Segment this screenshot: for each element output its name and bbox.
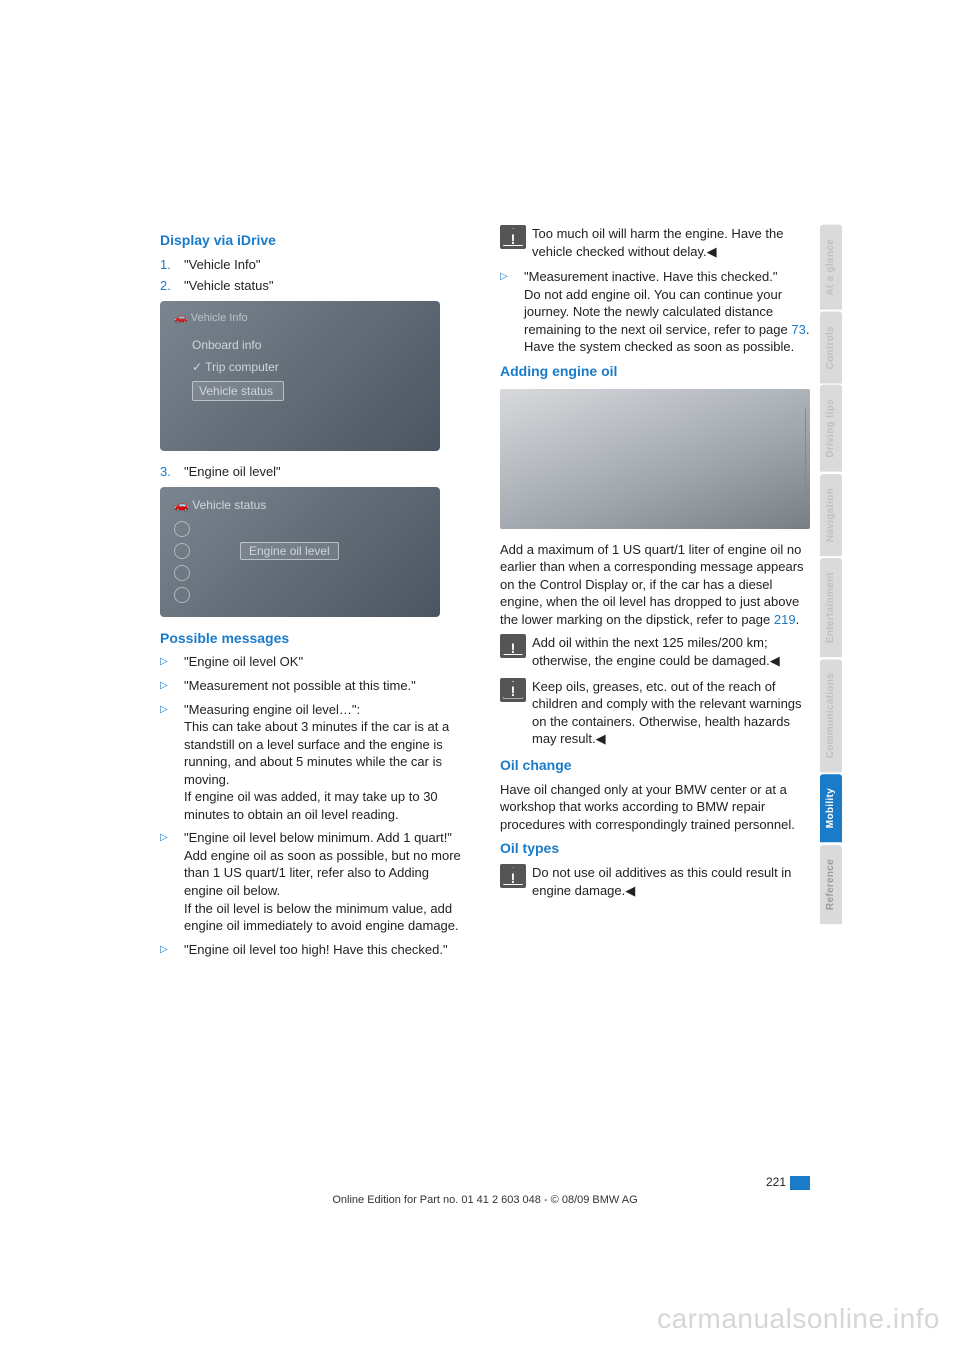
bullet-icon: ▷ bbox=[160, 653, 184, 671]
list-item: ▷ "Measuring engine oil level…": This ca… bbox=[160, 701, 470, 824]
list-body: "Measurement inactive. Have this checked… bbox=[524, 268, 810, 356]
screenshot-row-selected: Vehicle status bbox=[174, 378, 426, 404]
page-link-73[interactable]: 73 bbox=[791, 322, 805, 337]
screenshot-title: 🚗 Vehicle status bbox=[174, 497, 426, 513]
tab-communications[interactable]: Communications bbox=[820, 659, 842, 772]
oil-change-paragraph: Have oil changed only at your BMW center… bbox=[500, 781, 810, 834]
warning-text: Add oil within the next 125 miles/200 km… bbox=[532, 634, 810, 669]
step-text: "Engine oil level" bbox=[184, 463, 281, 481]
screenshot-selected-label: Engine oil level bbox=[240, 543, 339, 559]
step-number: 2. bbox=[160, 277, 184, 295]
msg-line: If the oil level is below the minimum va… bbox=[184, 900, 470, 935]
right-column: ! Too much oil will harm the engine. Hav… bbox=[500, 225, 810, 964]
step-2: 2. "Vehicle status" bbox=[160, 277, 470, 295]
bullet-icon: ▷ bbox=[160, 701, 184, 824]
warning-box: ! Add oil within the next 125 miles/200 … bbox=[500, 634, 810, 669]
warning-box: ! Do not use oil additives as this could… bbox=[500, 864, 810, 899]
warning-text: Too much oil will harm the engine. Have … bbox=[532, 225, 810, 260]
heading-display-idrive: Display via iDrive bbox=[160, 231, 470, 250]
step-1: 1. "Vehicle Info" bbox=[160, 256, 470, 274]
screenshot-side-icons bbox=[174, 521, 190, 603]
bullet-icon: ▷ bbox=[160, 941, 184, 959]
warning-icon: ! bbox=[500, 864, 526, 888]
msg-line: This can take about 3 minutes if the car… bbox=[184, 718, 470, 788]
tab-reference[interactable]: Reference bbox=[820, 845, 842, 924]
list-item: ▷ "Engine oil level OK" bbox=[160, 653, 470, 671]
msg-line: "Engine oil level below minimum. Add 1 q… bbox=[184, 829, 470, 847]
page-number: 221 bbox=[766, 1174, 810, 1190]
msg-line: Add engine oil as soon as possible, but … bbox=[184, 847, 470, 900]
msg-line: If engine oil was added, it may take up … bbox=[184, 788, 470, 823]
step-text: "Vehicle status" bbox=[184, 277, 273, 295]
bullet-icon: ▷ bbox=[160, 677, 184, 695]
warning-text: Do not use oil additives as this could r… bbox=[532, 864, 810, 899]
tab-controls[interactable]: Controls bbox=[820, 312, 842, 384]
list-item: ▷ "Measurement inactive. Have this check… bbox=[500, 268, 810, 356]
list-body: "Engine oil level below minimum. Add 1 q… bbox=[184, 829, 470, 934]
step-3: 3. "Engine oil level" bbox=[160, 463, 470, 481]
footer-text: Online Edition for Part no. 01 41 2 603 … bbox=[160, 1193, 810, 1208]
bullet-icon: ▷ bbox=[500, 268, 524, 356]
screenshot-title: 🚗 Vehicle Info bbox=[174, 311, 426, 326]
heading-possible-messages: Possible messages bbox=[160, 629, 470, 648]
list-item: ▷ "Measurement not possible at this time… bbox=[160, 677, 470, 695]
heading-oil-types: Oil types bbox=[500, 839, 810, 858]
list-body: "Measurement not possible at this time." bbox=[184, 677, 470, 695]
idrive-screenshot-vehicle-status: 🚗 Vehicle status Engine oil level bbox=[160, 487, 440, 617]
warning-box: ! Keep oils, greases, etc. out of the re… bbox=[500, 678, 810, 748]
watermark: carmanualsonline.info bbox=[657, 1300, 940, 1338]
page-number-marker bbox=[790, 1176, 810, 1190]
left-column: Display via iDrive 1. "Vehicle Info" 2. … bbox=[160, 225, 470, 964]
page-content: Display via iDrive 1. "Vehicle Info" 2. … bbox=[160, 225, 810, 964]
msg-line: "Measuring engine oil level…": bbox=[184, 701, 470, 719]
screenshot-row: ✓ Trip computer bbox=[174, 356, 426, 378]
warning-icon: ! bbox=[500, 634, 526, 658]
list-body: "Engine oil level too high! Have this ch… bbox=[184, 941, 470, 959]
list-item: ▷ "Engine oil level below minimum. Add 1… bbox=[160, 829, 470, 934]
tab-driving-tips[interactable]: Driving tips bbox=[820, 385, 842, 472]
tab-mobility[interactable]: Mobility bbox=[820, 774, 842, 842]
warning-box: ! Too much oil will harm the engine. Hav… bbox=[500, 225, 810, 260]
adding-oil-paragraph: Add a maximum of 1 US quart/1 liter of e… bbox=[500, 541, 810, 629]
bullet-icon: ▷ bbox=[160, 829, 184, 934]
engine-bay-illustration bbox=[500, 389, 810, 529]
heading-oil-change: Oil change bbox=[500, 756, 810, 775]
step-text: "Vehicle Info" bbox=[184, 256, 260, 274]
page-link-219[interactable]: 219 bbox=[774, 612, 796, 627]
step-number: 1. bbox=[160, 256, 184, 274]
tab-navigation[interactable]: Navigation bbox=[820, 474, 842, 556]
msg-line: Do not add engine oil. You can continue … bbox=[524, 286, 810, 356]
list-body: "Measuring engine oil level…": This can … bbox=[184, 701, 470, 824]
screenshot-row: Onboard info bbox=[174, 334, 426, 356]
warning-text: Keep oils, greases, etc. out of the reac… bbox=[532, 678, 810, 748]
section-tabs: At a glance Controls Driving tips Naviga… bbox=[820, 225, 842, 926]
list-item: ▷ "Engine oil level too high! Have this … bbox=[160, 941, 470, 959]
tab-entertainment[interactable]: Entertainment bbox=[820, 558, 842, 657]
list-body: "Engine oil level OK" bbox=[184, 653, 470, 671]
tab-at-a-glance[interactable]: At a glance bbox=[820, 225, 842, 310]
heading-adding-oil: Adding engine oil bbox=[500, 362, 810, 381]
warning-icon: ! bbox=[500, 225, 526, 249]
warning-icon: ! bbox=[500, 678, 526, 702]
step-number: 3. bbox=[160, 463, 184, 481]
idrive-screenshot-vehicle-info: 🚗 Vehicle Info Onboard info ✓ Trip compu… bbox=[160, 301, 440, 451]
msg-line: "Measurement inactive. Have this checked… bbox=[524, 268, 810, 286]
